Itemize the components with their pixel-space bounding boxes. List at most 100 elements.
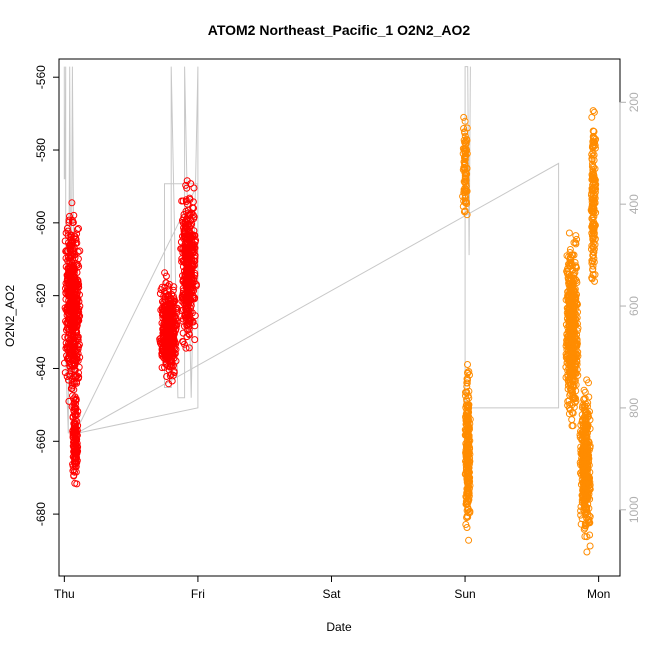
data-point	[171, 312, 179, 320]
data-point	[183, 333, 191, 341]
data-point	[565, 229, 573, 237]
data-point	[464, 489, 472, 497]
data-point	[182, 344, 190, 352]
data-point	[464, 483, 472, 491]
data-point	[178, 307, 186, 315]
data-point	[71, 251, 79, 259]
data-point	[590, 230, 598, 238]
data-point	[463, 406, 471, 414]
data-point	[74, 295, 82, 303]
data-point	[169, 371, 177, 379]
data-point	[62, 247, 70, 255]
data-point	[567, 390, 575, 398]
data-point	[164, 338, 172, 346]
data-point	[464, 369, 472, 377]
data-point	[580, 395, 588, 403]
data-point	[170, 328, 177, 336]
data-point	[461, 187, 469, 195]
data-point	[70, 422, 78, 430]
data-point	[567, 328, 575, 335]
data-point	[75, 341, 83, 348]
data-point	[168, 334, 175, 342]
data-point	[185, 292, 193, 300]
data-point	[66, 370, 74, 378]
right-tick-label: 1000	[627, 496, 641, 523]
data-point	[65, 302, 73, 310]
data-point	[565, 353, 573, 361]
data-point	[163, 311, 171, 319]
data-point	[69, 431, 77, 439]
data-points	[61, 107, 600, 556]
data-point	[179, 329, 187, 337]
data-point	[591, 271, 599, 279]
data-point	[585, 446, 593, 454]
data-point	[590, 156, 598, 164]
data-point	[568, 416, 576, 424]
data-point	[183, 177, 191, 185]
data-point	[582, 411, 589, 419]
data-point	[581, 521, 589, 529]
right-tick-label: 800	[627, 398, 641, 418]
data-point	[72, 397, 79, 405]
data-point	[570, 239, 578, 247]
data-point	[163, 330, 170, 338]
data-point	[186, 239, 194, 246]
data-point	[464, 361, 471, 368]
data-point	[583, 514, 591, 522]
data-point	[583, 376, 591, 384]
data-point	[590, 108, 598, 116]
data-point	[180, 227, 188, 235]
data-point	[178, 197, 186, 205]
data-point	[166, 372, 174, 380]
data-point	[169, 299, 176, 307]
data-point	[567, 387, 575, 395]
data-point	[568, 422, 576, 430]
data-point	[588, 171, 596, 179]
data-point	[572, 369, 580, 377]
data-point	[180, 340, 188, 348]
data-point	[579, 487, 587, 495]
data-point	[588, 163, 596, 170]
data-point	[591, 277, 598, 285]
data-point	[584, 402, 591, 410]
data-point	[165, 280, 173, 288]
data-point	[461, 207, 469, 215]
data-point	[68, 238, 76, 246]
data-point	[460, 164, 468, 172]
y-tick-label: -580	[34, 138, 48, 162]
data-point	[581, 388, 589, 396]
data-point	[463, 379, 471, 387]
data-point	[74, 317, 82, 325]
data-point	[160, 346, 168, 354]
data-point	[157, 286, 165, 294]
data-point	[570, 287, 577, 295]
data-point	[181, 247, 189, 255]
data-point	[179, 315, 187, 323]
data-point	[67, 367, 75, 375]
data-point	[190, 184, 198, 192]
data-point	[185, 220, 193, 228]
depth-line-layer	[63, 66, 560, 434]
data-point	[73, 442, 81, 450]
x-tick-label: Thu	[54, 587, 75, 601]
data-point	[463, 135, 471, 143]
right-tick-label: 600	[627, 296, 641, 316]
data-point	[577, 511, 585, 519]
data-point	[465, 368, 473, 375]
data-point	[572, 353, 580, 361]
data-point	[178, 293, 186, 301]
data-point	[465, 536, 473, 544]
data-point	[463, 451, 471, 459]
data-point	[568, 340, 576, 348]
data-point	[465, 473, 473, 481]
data-point	[162, 361, 170, 368]
data-point	[460, 113, 468, 121]
data-point	[69, 323, 77, 331]
data-point	[182, 296, 190, 304]
data-point	[74, 336, 82, 344]
right-tick-label: 400	[627, 194, 641, 214]
data-point	[571, 340, 579, 348]
data-point	[73, 480, 81, 488]
data-point	[182, 198, 190, 205]
data-point	[73, 316, 81, 323]
